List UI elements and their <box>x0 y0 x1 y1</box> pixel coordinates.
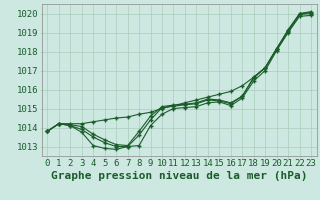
X-axis label: Graphe pression niveau de la mer (hPa): Graphe pression niveau de la mer (hPa) <box>51 171 308 181</box>
